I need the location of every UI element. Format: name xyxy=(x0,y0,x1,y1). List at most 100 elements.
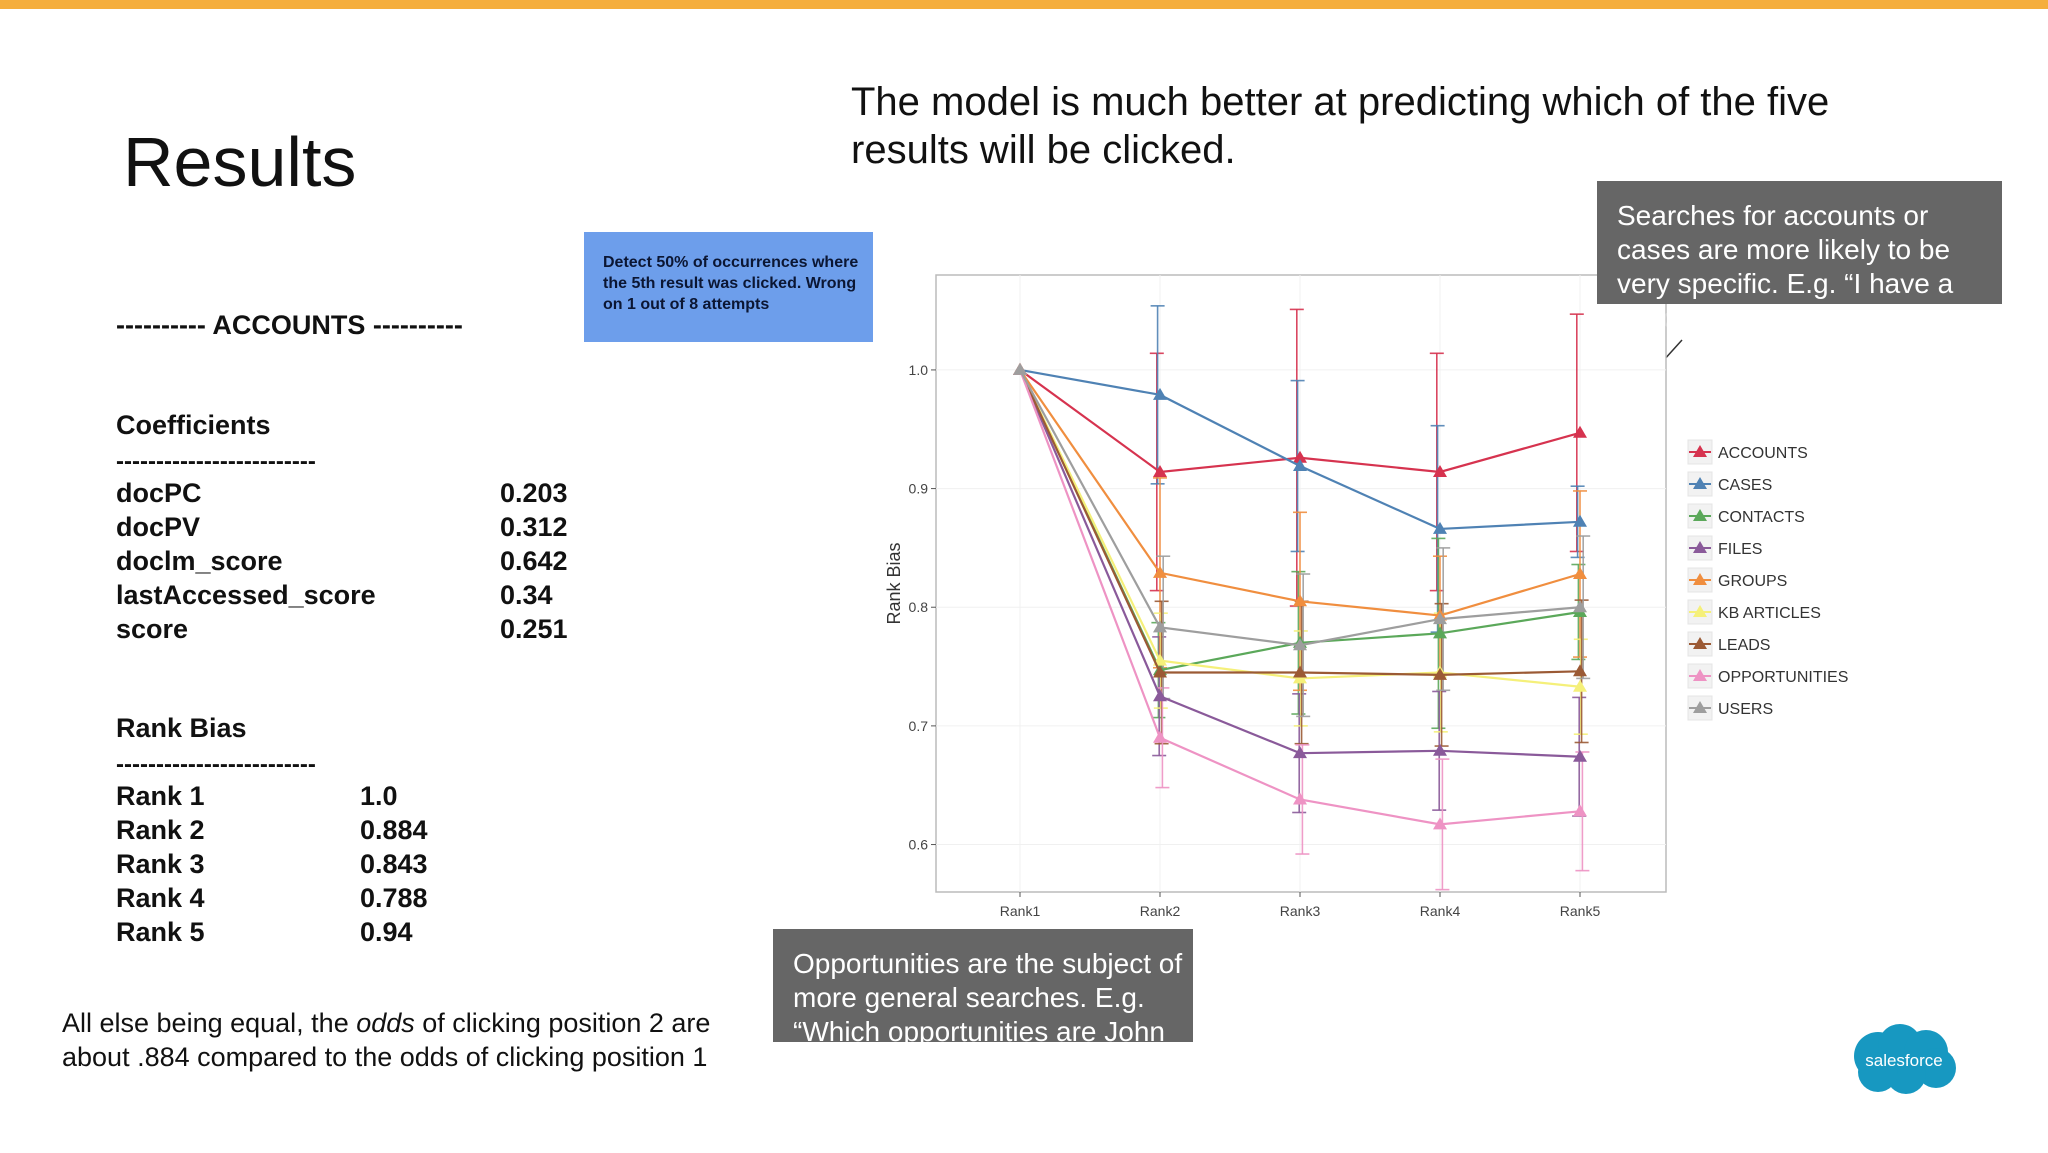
callout-top-overflow: specific account in mind…” xyxy=(1617,302,1952,333)
coefficient-name: lastAccessed_score xyxy=(116,580,376,610)
callout-top-text: Searches for accounts or cases are more … xyxy=(1617,199,1997,335)
legend-label: KB ARTICLES xyxy=(1718,605,1821,622)
data-point xyxy=(1293,665,1307,678)
legend-label: CONTACTS xyxy=(1718,509,1805,526)
data-point xyxy=(1153,387,1167,400)
data-point xyxy=(1293,459,1307,472)
x-tick-label: Rank4 xyxy=(1420,903,1461,919)
legend-key-marker xyxy=(1693,701,1707,713)
legend-key-marker xyxy=(1693,669,1707,681)
slide-title: Results xyxy=(123,123,357,201)
footer-note: All else being equal, the odds of clicki… xyxy=(62,1006,762,1074)
callout-bottom-overflow: Smith working on?” xyxy=(793,1050,1033,1081)
x-tick-label: Rank2 xyxy=(1140,903,1181,919)
coefficient-row: lastAccessed_score 0.34 xyxy=(116,578,553,612)
accounts-section-header: ---------- ACCOUNTS ---------- xyxy=(116,310,463,340)
rank-value: 0.788 xyxy=(360,883,428,913)
coefficient-row: docPC 0.203 xyxy=(116,476,568,510)
data-point xyxy=(1433,667,1447,680)
coefficient-name: docPC xyxy=(116,478,202,508)
data-point xyxy=(1013,362,1027,375)
logo-cloud-shape xyxy=(1854,1024,1956,1094)
callout-top-visible: Searches for accounts or cases are more … xyxy=(1617,200,1954,299)
data-point xyxy=(1573,804,1587,817)
y-tick-label: 0.9 xyxy=(909,481,929,497)
legend-key-marker xyxy=(1693,637,1707,649)
legend-label: LEADS xyxy=(1718,637,1770,654)
callout-specific-searches: Searches for accounts or cases are more … xyxy=(1597,181,2002,333)
data-point xyxy=(1573,749,1587,762)
chart-plot-group: 0.6 0.7 0.8 0.9 1.0 Rank1 Rank2 Rank3 Rank4 Rank5… xyxy=(884,274,1848,919)
rank-bias-row: Rank 3 0.843 xyxy=(116,847,428,881)
coefficient-value: 0.642 xyxy=(500,546,568,576)
rank-value: 0.843 xyxy=(360,849,428,879)
x-tick-label: Rank5 xyxy=(1560,903,1601,919)
top-accent-bar xyxy=(0,0,2048,9)
legend-key-marker xyxy=(1693,509,1707,521)
data-point xyxy=(1573,600,1587,613)
coefficient-row: doclm_score 0.642 xyxy=(116,544,568,578)
coefficients-title: Coefficients xyxy=(116,410,271,440)
y-tick-label: 0.8 xyxy=(909,599,929,615)
coefficient-row: score 0.251 xyxy=(116,612,568,646)
data-point xyxy=(1153,464,1167,477)
headline: The model is much better at predicting w… xyxy=(851,80,1830,172)
data-point xyxy=(1433,743,1447,756)
coefficient-value: 0.34 xyxy=(500,580,553,610)
rank-name: Rank 5 xyxy=(116,917,205,947)
rank-name: Rank 3 xyxy=(116,849,205,879)
legend-key-marker xyxy=(1693,541,1707,553)
y-axis-label: Rank Bias xyxy=(884,542,904,624)
data-point xyxy=(1293,746,1307,759)
y-tick-label: 0.7 xyxy=(909,718,929,734)
data-point xyxy=(1573,679,1587,692)
rank-bias-row: Rank 1 1.0 xyxy=(116,779,398,813)
footer-note-after: of clicking position 2 are about .884 co… xyxy=(62,1008,711,1072)
data-point xyxy=(1573,514,1587,527)
logo-text: salesforce xyxy=(1865,1051,1942,1070)
legend-key-marker xyxy=(1693,477,1707,489)
coefficient-name: doclm_score xyxy=(116,546,283,576)
rank-bias-row: Rank 4 0.788 xyxy=(116,881,428,915)
callout-bottom-visible: Opportunities are the subject of more ge… xyxy=(793,948,1183,1047)
legend-label: ACCOUNTS xyxy=(1718,445,1808,462)
data-point xyxy=(1153,730,1167,743)
data-point xyxy=(1573,664,1587,677)
callout-bottom-text: Opportunities are the subject of more ge… xyxy=(793,947,1193,1083)
legend-key-marker xyxy=(1693,445,1707,457)
footer-note-before: All else being equal, the xyxy=(62,1008,357,1038)
legend-key-marker xyxy=(1693,573,1707,585)
rank-value: 1.0 xyxy=(360,781,398,811)
data-point xyxy=(1573,567,1587,580)
legend-label: OPPORTUNITIES xyxy=(1718,669,1848,686)
salesforce-logo: salesforce xyxy=(1854,1024,1956,1094)
data-point xyxy=(1153,565,1167,578)
coefficients-divider: ------------------------- xyxy=(116,448,316,475)
rank-bias-chart: 0.6 0.7 0.8 0.9 1.0 Rank1 Rank2 Rank3 Rank4 Rank5… xyxy=(884,274,1848,919)
rank-value: 0.884 xyxy=(360,815,428,845)
coefficient-name: docPV xyxy=(116,512,201,542)
data-point xyxy=(1433,464,1447,477)
data-point xyxy=(1153,620,1167,633)
x-tick-label: Rank3 xyxy=(1280,903,1321,919)
rank-value: 0.94 xyxy=(360,917,413,947)
coefficient-row: docPV 0.312 xyxy=(116,510,568,544)
y-tick-label: 1.0 xyxy=(909,362,929,378)
footer-note-emphasis: odds xyxy=(356,1008,415,1038)
callout-general-searches: Opportunities are the subject of more ge… xyxy=(773,929,1193,1081)
data-point xyxy=(1433,626,1447,639)
coefficient-value: 0.203 xyxy=(500,478,568,508)
data-point xyxy=(1293,594,1307,607)
coefficient-value: 0.251 xyxy=(500,614,568,644)
data-point xyxy=(1433,612,1447,625)
coefficient-value: 0.312 xyxy=(500,512,568,542)
rank-name: Rank 1 xyxy=(116,781,205,811)
legend-label: GROUPS xyxy=(1718,573,1787,590)
data-point xyxy=(1433,817,1447,830)
legend-label: CASES xyxy=(1718,477,1772,494)
rank-name: Rank 2 xyxy=(116,815,205,845)
blue-annotation-note: Detect 50% of occurrences where the 5th … xyxy=(584,232,873,342)
x-tick-label: Rank1 xyxy=(1000,903,1041,919)
data-point xyxy=(1153,689,1167,702)
rank-name: Rank 4 xyxy=(116,883,205,913)
